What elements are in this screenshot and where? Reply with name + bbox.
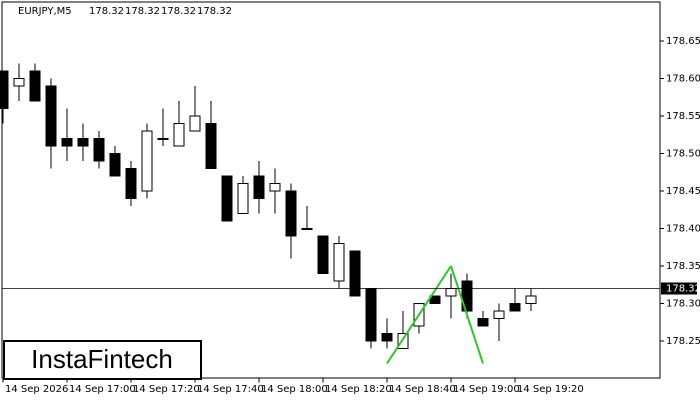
candle-body — [0, 70, 9, 109]
y-tick-label: 178.50 — [666, 149, 700, 160]
x-tick-label: 14 Sep 19:20 — [517, 384, 584, 395]
candle-body — [141, 130, 153, 192]
y-tick-label: 178.40 — [666, 224, 700, 235]
x-tick-label: 14 Sep 17:20 — [133, 384, 200, 395]
pattern-line — [450, 265, 484, 364]
header-value: 178.32 — [89, 6, 124, 17]
header-value: 178.32 — [197, 6, 232, 17]
candle-body — [93, 138, 105, 162]
candle-body — [509, 303, 521, 312]
y-tick-label: 178.25 — [666, 336, 700, 347]
candle-body — [77, 138, 89, 147]
y-tick-label: 178.55 — [666, 111, 700, 122]
candle-body — [493, 310, 505, 319]
header-value: 178.32 — [125, 6, 160, 17]
plot-frame — [1, 1, 661, 379]
candle-body — [445, 288, 457, 297]
candle-body — [253, 175, 265, 199]
x-tick-label: 14 Sep 17:00 — [69, 384, 136, 395]
y-tick-label: 178.60 — [666, 74, 700, 85]
candle-body — [285, 190, 297, 237]
candle-body — [381, 333, 393, 342]
candle-body — [477, 318, 489, 327]
x-tick-label: 14 Sep 18:40 — [389, 384, 456, 395]
x-tick-label: 14 Sep 18:20 — [325, 384, 392, 395]
candle-body — [61, 138, 73, 147]
symbol: EURJPY,M5 — [18, 6, 72, 17]
price-label-box — [661, 282, 697, 295]
y-tick-label: 178.35 — [666, 261, 700, 272]
candle-body — [173, 123, 185, 147]
header-value: 178.32 — [161, 6, 196, 17]
candle-body — [317, 235, 329, 274]
y-tick-label: 178.65 — [666, 36, 700, 47]
logo-box — [3, 340, 202, 380]
candle-body — [205, 123, 217, 169]
candle-body — [125, 168, 137, 199]
x-tick-label: 14 Sep 2026 — [5, 384, 68, 395]
candle-body — [13, 78, 25, 87]
candle-body — [397, 333, 409, 349]
candle-body — [237, 183, 249, 214]
candle-body — [29, 70, 41, 102]
candle-body — [157, 138, 169, 140]
candle-body — [301, 228, 313, 230]
logo: InstaFintech — [31, 344, 173, 374]
candle-body — [109, 153, 121, 177]
pattern-line — [386, 265, 452, 365]
candle-body — [333, 243, 345, 282]
candle-body — [221, 175, 233, 222]
x-tick-label: 14 Sep 19:00 — [453, 384, 520, 395]
x-tick-label: 14 Sep 18:00 — [261, 384, 328, 395]
candle-body — [189, 115, 201, 132]
candle-body — [365, 288, 377, 342]
candle-body — [45, 85, 57, 147]
candle-body — [525, 295, 537, 304]
y-tick-label: 178.45 — [666, 186, 700, 197]
price-label: 178.32 — [666, 284, 700, 295]
candle-body — [349, 250, 361, 297]
candle-body — [461, 280, 473, 312]
candle-body — [269, 183, 281, 192]
x-tick-label: 14 Sep 17:40 — [197, 384, 264, 395]
y-tick-label: 178.30 — [666, 299, 700, 310]
